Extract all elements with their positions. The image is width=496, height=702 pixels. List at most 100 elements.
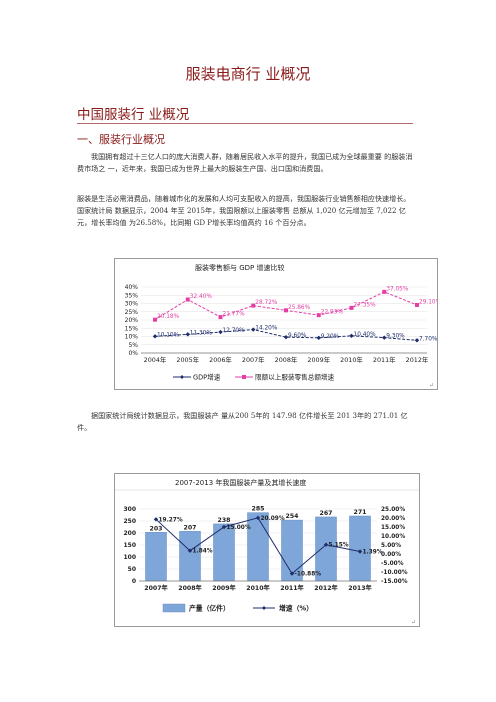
paragraph-intro: 我国拥有超过十三亿人口的庞大消费人群，随着居民收入水平的提升，我国已成为全球最重… <box>77 151 413 175</box>
legend-swatch <box>162 603 186 613</box>
y-tick-label: 250 <box>123 518 136 525</box>
chart-title: 服装零售额与 GDP 增速比较 <box>195 263 285 272</box>
bar-label: 238 <box>218 517 231 524</box>
paragraph-retail-text: 服装是生活必需消费品，随着城市化的发展和人均可支配收入的提高，我国服装行业销售额… <box>77 194 411 227</box>
bar-label: 267 <box>320 510 333 517</box>
data-point <box>284 308 288 313</box>
data-point <box>414 338 420 343</box>
legend-marker <box>262 606 266 610</box>
subsection-heading: 一、服装行业概况 <box>77 133 165 146</box>
data-label: 21.77% <box>223 312 246 318</box>
y2-tick-label: 10.00% <box>381 534 405 540</box>
legend-label: 增速（%） <box>279 603 313 612</box>
return-mark: ↵ <box>428 382 434 389</box>
data-point <box>153 317 157 322</box>
y2-tick-label: 25.00% <box>381 507 405 513</box>
x-tick-label: 2004年 <box>144 355 167 364</box>
data-label: 22.93% <box>321 310 344 316</box>
chart-title-band <box>116 260 436 272</box>
data-label: 10.40% <box>354 332 377 338</box>
legend-marker <box>180 375 184 379</box>
data-label: 1.39% <box>363 549 383 555</box>
data-label: 14.20% <box>255 326 278 332</box>
series-line <box>154 329 418 341</box>
data-label: 27.35% <box>354 302 377 308</box>
data-point <box>349 305 354 310</box>
y-tick-label: 200 <box>123 530 136 537</box>
y-tick-label: 10% <box>125 334 139 341</box>
data-point <box>283 334 289 340</box>
retail-gdp-chart: 服装零售额与 GDP 增速比较 0%5%10% 15%20%25%30% 35%40%… <box>116 260 442 381</box>
y-tick-label: 35% <box>125 292 139 299</box>
data-label: -10.88% <box>295 572 322 578</box>
data-point <box>316 313 321 318</box>
data-label: 20.09% <box>261 516 285 522</box>
y-tick-label: 150 <box>123 542 136 549</box>
data-label: 10.10% <box>157 332 180 338</box>
x-tick-label: 2007年 <box>144 584 168 592</box>
y-tick-label: 5% <box>128 342 138 349</box>
x-tick-label: 2008年 <box>275 355 298 364</box>
y-tick-label: 40% <box>125 284 139 291</box>
x-tick-label: 2010年 <box>340 355 363 364</box>
data-label: 20.18% <box>157 314 180 320</box>
data-point <box>152 334 158 339</box>
data-point <box>251 327 256 332</box>
data-point <box>289 571 295 576</box>
bar-label: 203 <box>150 525 163 532</box>
document-title: 服装电商行 业概况 <box>185 65 311 83</box>
data-label: 37.05% <box>386 286 409 292</box>
x-tick-label: 2013年 <box>348 584 372 592</box>
data-label: 7.70% <box>419 336 437 342</box>
y2-tick-label: 15.00% <box>381 525 405 531</box>
x-tick-label: 2009年 <box>212 584 236 592</box>
chart-title: 2007-2013 年我国服装产量及其增长速度 <box>175 478 306 487</box>
data-point <box>218 315 223 320</box>
y-tick-label: 0% <box>128 350 138 357</box>
y2-tick-label: 20.00% <box>381 516 405 522</box>
y2-tick-label: -10.00% <box>381 570 408 576</box>
y-tick-label: 25% <box>125 309 139 316</box>
bar-label: 207 <box>184 524 197 531</box>
y-tick-label: 0 <box>132 578 136 585</box>
chart-title-band <box>115 474 419 490</box>
data-label: 19.27% <box>159 517 183 523</box>
production-chart: 2007-2013 年我国服装产量及其增长速度 0 50 100 150 200 250 30… <box>115 474 419 613</box>
data-point <box>251 303 256 308</box>
data-label: 9.60% <box>288 333 307 339</box>
heading-rule <box>77 123 413 124</box>
legend-label: 产量（亿件） <box>189 603 230 612</box>
paragraph-production-text: 据国家统计局统计数据显示，我国服装产 量从200 5年的 147.98 亿件增长… <box>77 411 408 432</box>
data-point <box>185 332 190 337</box>
y-tick-label: 50 <box>128 566 136 573</box>
x-tick-label: 2011年 <box>280 584 304 592</box>
x-tick-label: 2006年 <box>209 355 232 364</box>
data-label: 11.30% <box>190 330 213 336</box>
y2-tick-label: 0.00% <box>381 552 401 558</box>
y-tick-label: 100 <box>123 554 136 561</box>
paragraph-intro-text: 我国拥有超过十三亿人口的庞大消费人群，随着居民收入水平的提升，我国已成为全球最重… <box>77 152 413 173</box>
bar-label: 254 <box>286 513 300 520</box>
data-point <box>255 515 261 521</box>
x-tick-label: 2007年 <box>242 355 265 364</box>
x-tick-label: 2012年 <box>314 584 338 592</box>
data-label: 9.30% <box>386 334 405 340</box>
production-chart-figure: 2007-2013 年我国服装产量及其增长速度 0 50 100 150 200 250 30… <box>114 473 420 627</box>
legend-label: 限额以上服装零售总额增速 <box>255 372 335 381</box>
data-point <box>316 335 321 341</box>
data-label: 5.15% <box>329 543 349 549</box>
y-tick-label: 30% <box>125 301 139 308</box>
bar-label: 285 <box>252 506 265 513</box>
y2-tick-label: 5.00% <box>381 543 401 549</box>
y-tick-label: 300 <box>123 506 136 513</box>
data-point <box>185 297 190 302</box>
return-mark: ↵ <box>410 619 416 626</box>
x-tick-label: 2005年 <box>176 355 199 364</box>
data-label: 32.40% <box>190 294 213 300</box>
data-label: 28.72% <box>255 300 278 306</box>
x-tick-label: 2008年 <box>178 584 202 592</box>
y-tick-label: 15% <box>125 325 139 332</box>
retail-gdp-chart-figure: 服装零售额与 GDP 增速比较 0% 5% 10% 15% 20% 25% 30% 35% 40%… <box>114 258 442 390</box>
x-tick-label: 2010年 <box>246 584 270 592</box>
data-point <box>382 335 387 340</box>
